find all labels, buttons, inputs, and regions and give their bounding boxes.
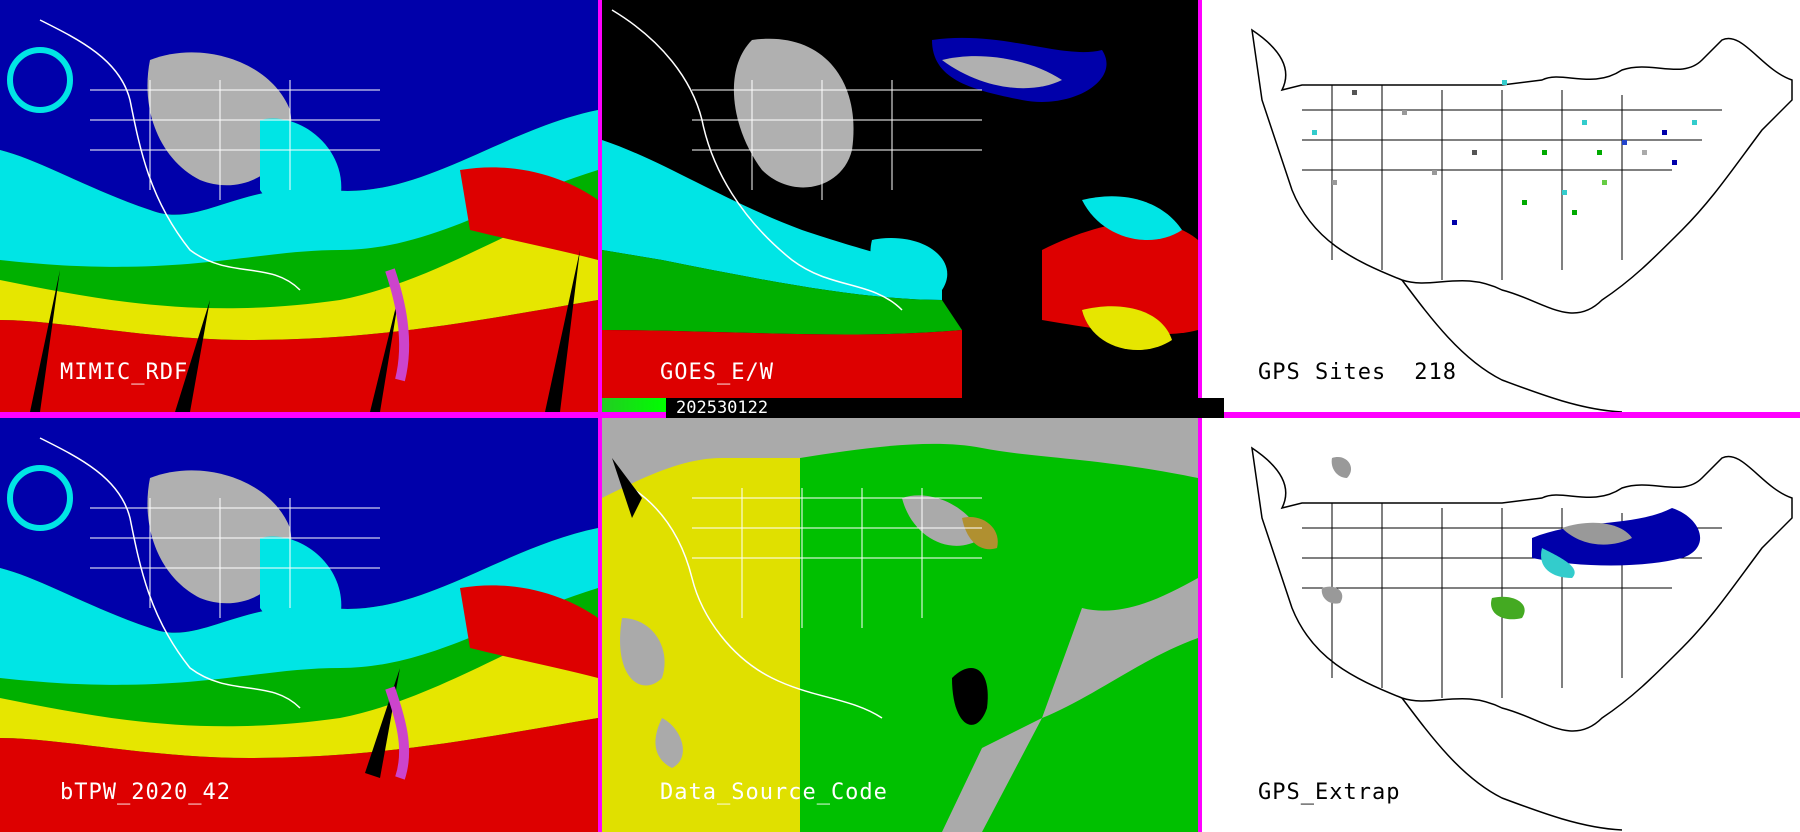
gps-sites-title: GPS Sites: [1258, 360, 1387, 385]
data-source-map: [602, 418, 1198, 832]
panel-goes-ew[interactable]: GOES_E/W: [602, 0, 1198, 412]
panel-label: GOES_E/W: [660, 360, 774, 385]
panel-btpw[interactable]: bTPW_2020_42: [0, 418, 598, 832]
panel-label: Data_Source_Code: [660, 780, 888, 805]
panel-label: GPS_Extrap: [1258, 780, 1401, 805]
btpw-map: [0, 418, 598, 832]
timestamp-bar: 202530122: [666, 398, 1224, 418]
timestamp-gradient-strip: [602, 398, 666, 412]
goes-map: [602, 0, 1198, 412]
panel-label: bTPW_2020_42: [60, 780, 231, 805]
panel-label: MIMIC_RDF: [60, 360, 189, 385]
gps-extrap-map: [1202, 418, 1800, 832]
gps-sites-count: 218: [1414, 360, 1457, 385]
panel-label: GPS Sites 218: [1258, 360, 1457, 385]
panel-gps-sites[interactable]: GPS Sites 218: [1202, 0, 1800, 412]
panel-data-source-code[interactable]: Data_Source_Code: [602, 418, 1198, 832]
panel-gps-extrap[interactable]: GPS_Extrap: [1202, 418, 1800, 832]
tpw-map: [0, 0, 598, 412]
panel-mimic-rdf[interactable]: MIMIC_RDF: [0, 0, 598, 412]
gps-sites-map: [1202, 0, 1800, 412]
